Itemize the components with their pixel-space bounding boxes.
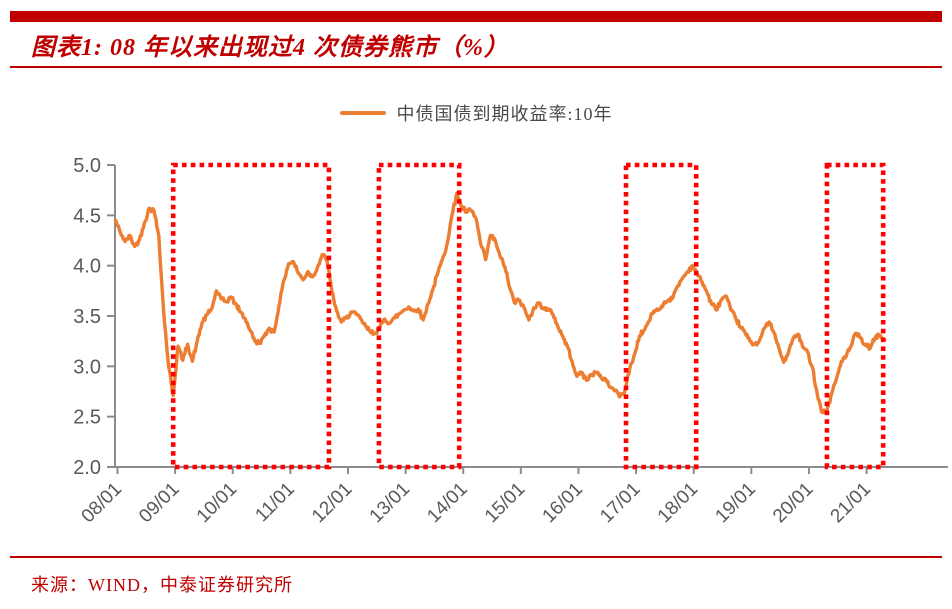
legend-line-swatch <box>339 111 386 115</box>
x-tick-label: 09/01 <box>135 479 183 527</box>
title-divider <box>10 66 942 68</box>
y-tick-label: 5.0 <box>73 155 101 177</box>
bear-market-box <box>824 162 886 470</box>
x-tick-label: 13/01 <box>366 479 414 527</box>
source-note: 来源：WIND，中泰证券研究所 <box>31 575 293 595</box>
y-tick-label: 4.0 <box>73 256 101 278</box>
footer-divider <box>10 556 942 558</box>
x-tick-label: 15/01 <box>481 479 529 527</box>
legend: 中债国债到期收益率:10年 <box>0 100 952 126</box>
x-tick-label: 08/01 <box>78 479 126 527</box>
y-tick-label: 2.0 <box>73 457 101 479</box>
bear-market-box <box>170 162 332 470</box>
x-tick-label: 11/01 <box>251 479 298 526</box>
x-tick-label: 18/01 <box>654 479 702 527</box>
yield-line <box>113 191 887 415</box>
legend-label: 中债国债到期收益率:10年 <box>396 104 613 124</box>
chart-title: 图表1: 08 年以来出现过4 次债券熊市（%） <box>31 35 509 61</box>
x-tick-label: 16/01 <box>539 479 587 527</box>
bear-market-box <box>623 162 699 470</box>
bear-market-box <box>376 162 462 470</box>
y-tick-label: 3.0 <box>73 356 101 378</box>
y-tick-label: 4.5 <box>73 205 101 227</box>
x-tick-label: 20/01 <box>769 479 817 527</box>
top-accent-bar <box>10 11 942 22</box>
y-tick-label: 3.5 <box>73 306 101 328</box>
x-tick-label: 12/01 <box>308 479 356 527</box>
x-tick-label: 19/01 <box>711 479 759 527</box>
y-tick-label: 2.5 <box>73 407 101 429</box>
x-tick-label: 14/01 <box>423 479 471 527</box>
x-tick-label: 17/01 <box>596 479 644 527</box>
x-tick-label: 10/01 <box>193 479 241 527</box>
x-tick-label: 21/01 <box>827 479 875 527</box>
